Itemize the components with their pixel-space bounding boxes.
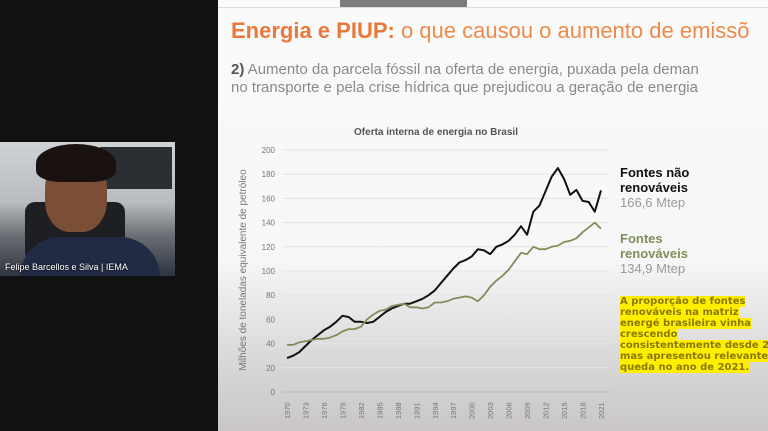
x-tick-label: 1970 <box>283 402 292 419</box>
y-tick-label: 160 <box>262 194 276 203</box>
x-tick-label: 2000 <box>468 402 477 419</box>
subtitle-line-2: no transporte e pela crise hídrica que p… <box>231 79 698 96</box>
participant-shirt <box>20 237 160 276</box>
x-tick-label: 1976 <box>320 402 329 419</box>
x-tick-label: 1997 <box>449 402 458 419</box>
participant-video[interactable]: Felipe Barcellos e Silva | IEMA <box>0 142 175 276</box>
note-text: A proporção de fontes renováveis na matr… <box>620 296 768 373</box>
x-tick-label: 2018 <box>579 402 588 419</box>
y-tick-label: 180 <box>262 170 276 179</box>
subtitle-line-1: Aumento da parcela fóssil na oferta de e… <box>244 61 699 78</box>
x-tick-label: 2021 <box>597 402 606 419</box>
legend-label: renováveis <box>620 246 688 261</box>
title-rest: o que causou o aumento de emissõ <box>394 18 750 43</box>
x-tick-label: 1979 <box>338 402 347 419</box>
x-tick-label: 2003 <box>486 402 495 419</box>
chart-title: Oferta interna de energia no Brasil <box>354 127 518 138</box>
series-line-renewable <box>287 221 602 346</box>
y-axis-label: Milhões de toneladas equivalente de petr… <box>238 169 249 371</box>
y-tick-label: 0 <box>271 388 276 397</box>
legend-value: 166,6 Mtep <box>620 195 686 210</box>
title-bold: Energia e PIUP: <box>231 18 395 43</box>
y-tick-label: 100 <box>262 267 276 276</box>
y-tick-label: 40 <box>266 340 275 349</box>
y-tick-label: 60 <box>266 315 275 324</box>
x-tick-label: 2006 <box>505 402 514 419</box>
y-tick-label: 140 <box>262 219 276 228</box>
subtitle-number: 2) <box>231 61 245 78</box>
x-tick-label: 1982 <box>357 402 366 419</box>
x-tick-label: 1985 <box>375 402 384 419</box>
y-tick-label: 20 <box>266 364 275 373</box>
legend-label: Fontes não <box>620 165 690 180</box>
slide-tab <box>340 0 467 7</box>
participant-name: Felipe Barcellos e Silva | IEMA <box>5 262 128 272</box>
x-tick-label: 2015 <box>560 402 569 419</box>
x-tick-label: 1991 <box>412 402 421 419</box>
y-tick-label: 120 <box>262 243 276 252</box>
slide-title: Energia e PIUP: o que causou o aumento d… <box>231 18 750 44</box>
legend-value: 134,9 Mtep <box>620 261 686 276</box>
x-tick-label: 1994 <box>431 402 440 419</box>
legend-non-renewable: Fontes não renováveis 166,6 Mtep <box>620 165 689 210</box>
y-tick-label: 200 <box>262 146 276 155</box>
energy-chart: Oferta interna de energia no Brasil Milh… <box>238 127 609 419</box>
series-line-non-renewable <box>286 167 602 360</box>
x-tick-label: 2012 <box>542 402 551 419</box>
highlight-note: A proporção de fontes renováveis na matr… <box>620 296 768 373</box>
participant-hair <box>36 144 116 182</box>
legend-label: renováveis <box>620 180 688 195</box>
slide-divider <box>218 7 768 8</box>
slide-subtitle: 2) Aumento da parcela fóssil na oferta d… <box>231 61 699 97</box>
shared-slide: Energia e PIUP: o que causou o aumento d… <box>218 0 768 431</box>
x-tick-label: 2009 <box>523 402 532 419</box>
x-tick-label: 1973 <box>301 402 310 419</box>
legend-label: Fontes <box>620 231 663 246</box>
x-tick-label: 1988 <box>394 402 403 419</box>
legend-renewable: Fontes renováveis 134,9 Mtep <box>620 231 688 276</box>
y-tick-label: 80 <box>266 291 275 300</box>
